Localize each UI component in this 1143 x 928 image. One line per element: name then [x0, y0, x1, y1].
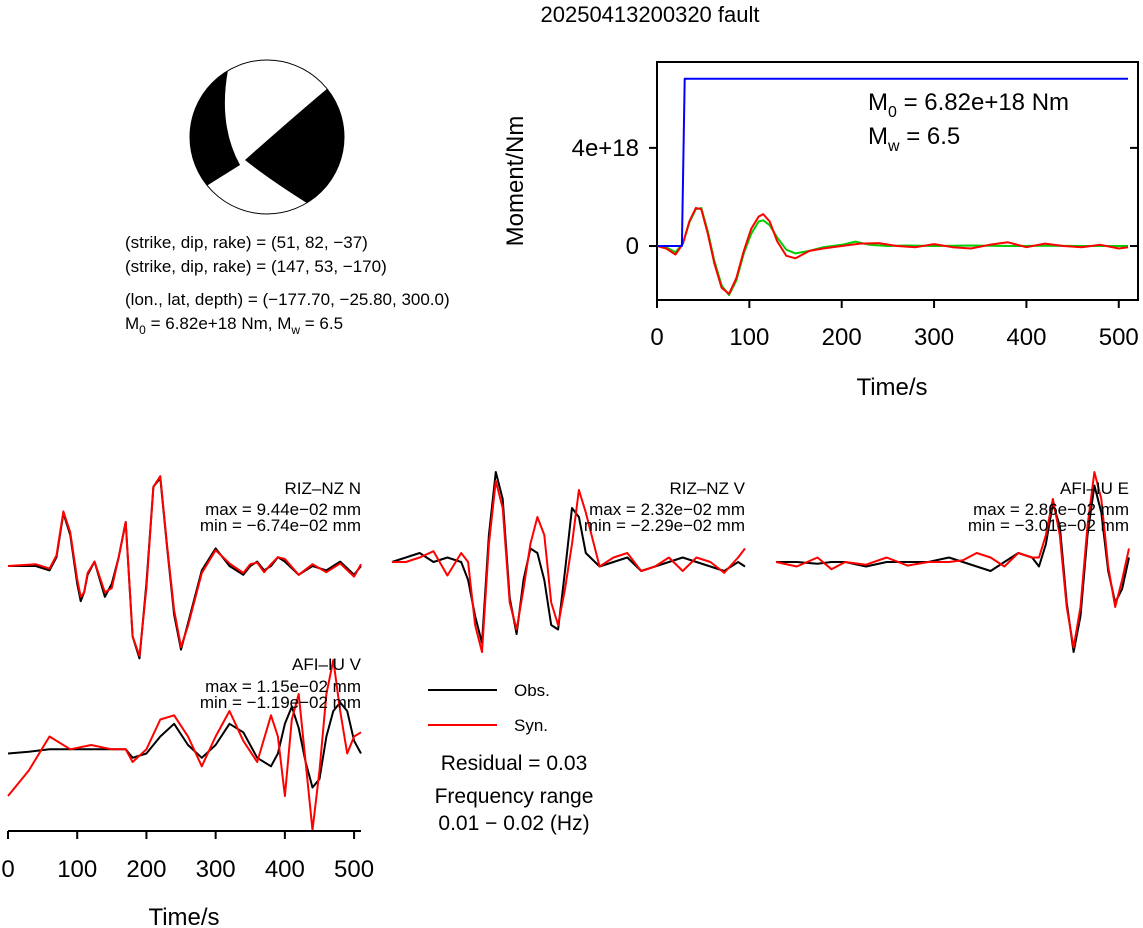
residual-text: Residual = 0.03: [441, 752, 588, 775]
trace-2-station: RIZ–NZ V: [669, 479, 745, 498]
trace-4-syn-line: [7, 659, 362, 831]
moment-x-ticks: 0 100 200 300 400 500: [650, 300, 1139, 351]
trace-2-syn-line: [392, 480, 746, 653]
moment-x-tick-label: 500: [1099, 324, 1139, 351]
moment-y-axis-label: Moment/Nm: [502, 116, 529, 247]
moment-x-axis-label: Time/s: [856, 374, 927, 401]
trace-4-max: max = 1.15e−02 mm: [205, 677, 361, 696]
moment-y-tick-label: 0: [626, 233, 639, 260]
moment-mw-annotation: Mw = 6.5: [868, 123, 960, 155]
trace-3-station: AFI–IU E: [1060, 479, 1129, 498]
moment-y-tick-label: 4e+18: [572, 135, 639, 162]
waveform-x-tick-label: 400: [265, 856, 305, 883]
trace-1-max: max = 9.44e−02 mm: [205, 500, 361, 519]
nodal-plane-1-text: (strike, dip, rake) = (51, 82, −37): [125, 233, 368, 252]
legend-obs-label: Obs.: [514, 681, 550, 700]
moment-m0-annotation: M0 = 6.82e+18 Nm: [868, 89, 1069, 121]
waveform-x-tick-label: 100: [57, 856, 97, 883]
trace-2-obs-line: [391, 471, 746, 644]
beachball: [189, 59, 345, 215]
moment-y-ticks: 0 4e+18: [572, 135, 1138, 260]
moment-series-group: [656, 77, 1129, 297]
moment-summary-text: M0 = 6.82e+18 Nm, Mw = 6.5: [125, 314, 343, 337]
figure-title: 20250413200320 fault: [541, 2, 760, 27]
moment-x-tick-label: 400: [1006, 324, 1046, 351]
nodal-plane-2-text: (strike, dip, rake) = (147, 53, −170): [125, 257, 387, 276]
waveform-x-ticks: 0 100 200 300 400 500: [1, 831, 374, 883]
trace-1-min: min = −6.74e−02 mm: [200, 516, 361, 535]
moment-x-tick-label: 300: [914, 324, 954, 351]
mechanism-info: (strike, dip, rake) = (51, 82, −37) (str…: [125, 233, 450, 337]
trace-2-min: min = −2.29e−02 mm: [584, 516, 745, 535]
waveform-panel: RIZ–NZ N max = 9.44e−02 mm min = −6.74e−…: [1, 471, 1130, 928]
frequency-range-value: 0.01 − 0.02 (Hz): [438, 812, 589, 835]
waveform-traces: [7, 471, 1130, 831]
waveform-x-tick-label: 200: [126, 856, 166, 883]
location-text: (lon., lat, depth) = (−177.70, −25.80, 3…: [125, 290, 450, 309]
moment-panel: 0 100 200 300 400 500 0 4e+18 Moment/Nm Time/s…: [502, 61, 1139, 401]
trace-1-syn-line: [7, 475, 362, 657]
trace-3-max: max = 2.86e−02 mm: [973, 500, 1129, 519]
trace-3-min: min = −3.01e−02 mm: [968, 516, 1129, 535]
frequency-range-label: Frequency range: [435, 785, 594, 808]
moment-series-green: [656, 207, 1128, 297]
waveform-x-tick-label: 0: [1, 856, 14, 883]
trace-1-station: RIZ–NZ N: [285, 479, 362, 498]
moment-series-red: [656, 207, 1129, 295]
waveform-x-tick-label: 500: [334, 856, 374, 883]
moment-x-tick-label: 100: [729, 324, 769, 351]
waveform-x-tick-label: 300: [196, 856, 236, 883]
legend: Obs. Syn.: [428, 681, 550, 735]
moment-plot-frame: [656, 61, 1139, 301]
trace-3-syn-line: [775, 471, 1130, 649]
waveform-x-axis-label: Time/s: [148, 904, 219, 928]
trace-4-min: min = −1.19e−02 mm: [200, 693, 361, 712]
moment-series-blue: [657, 77, 1128, 247]
legend-syn-label: Syn.: [514, 716, 548, 735]
trace-4-station: AFI–IU V: [292, 655, 362, 674]
moment-x-tick-label: 0: [650, 324, 663, 351]
moment-x-tick-label: 200: [822, 324, 862, 351]
trace-2-max: max = 2.32e−02 mm: [589, 500, 745, 519]
trace-4-obs-line: [7, 701, 362, 789]
